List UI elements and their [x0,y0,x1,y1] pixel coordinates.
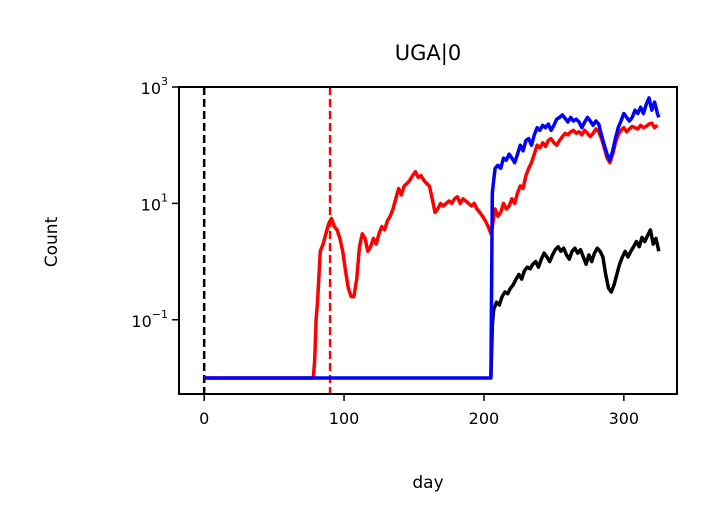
y-tick-label: 10−1 [131,308,168,331]
x-tick-label: 200 [469,409,500,428]
plot-area [202,87,661,394]
series-line-0 [204,121,659,380]
chart-title: UGA|0 [395,41,461,66]
x-tick-label: 100 [329,409,360,428]
y-axis-label: Count [42,216,62,267]
x-tick-label: 0 [199,409,209,428]
x-axis-label: day [412,473,443,493]
y-tick-label: 101 [141,191,168,214]
y-tick-label: 103 [141,75,168,98]
x-tick-label: 300 [609,409,640,428]
series-line-1 [489,228,661,379]
series-line-2 [204,96,661,380]
plot-frame [178,86,678,395]
axis-ticks: 0 100 200 300 10−1 101 103 [131,75,639,428]
